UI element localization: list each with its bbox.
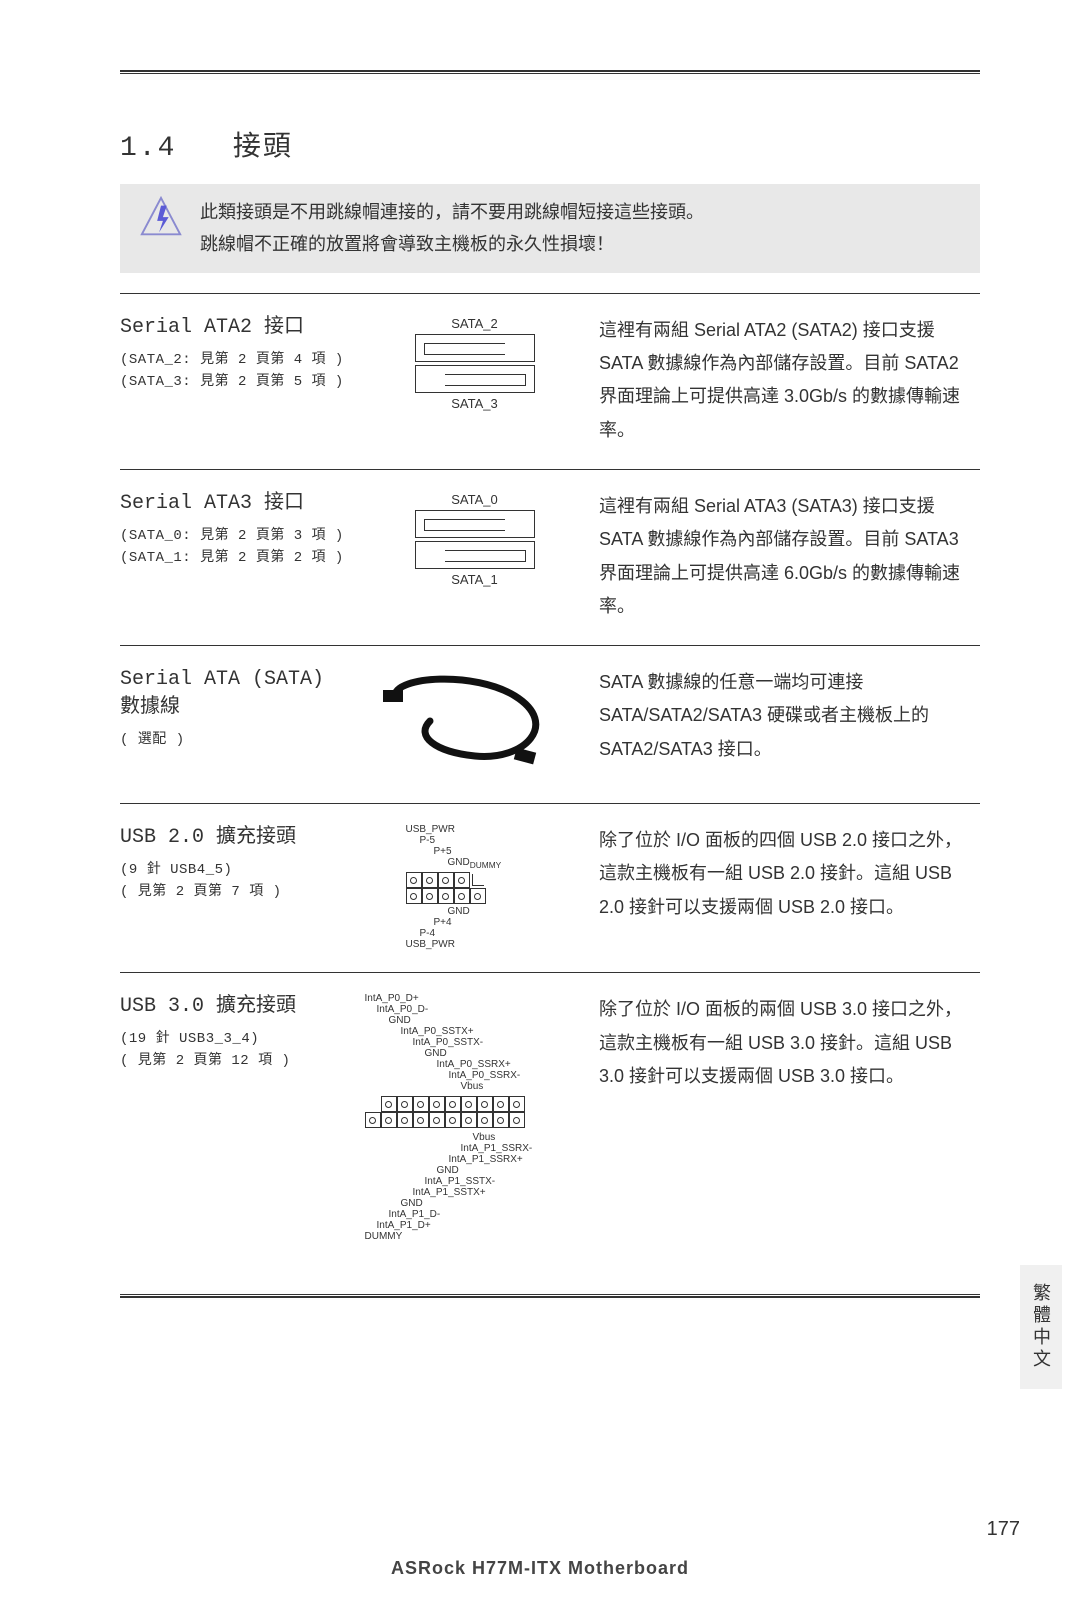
sata2-desc: 這裡有兩組 Serial ATA2 (SATA2) 接口支援 SATA 數據線作…	[599, 314, 980, 447]
header-block-usb2: USB 2.0 擴充接頭 (9 針 USB4_5) ( 見第 2 頁第 7 項 …	[120, 803, 980, 972]
sata2-top-label: SATA_2	[400, 316, 550, 331]
sata2-sub2: (SATA_3: 見第 2 頁第 5 項 )	[120, 370, 350, 390]
usb2-diagram: USB_PWR P-5 P+5 GNDDUMMY GND P+4 P-4 U	[380, 824, 570, 950]
header-block-sata2: Serial ATA2 接口 (SATA_2: 見第 2 頁第 4 項 ) (S…	[120, 293, 980, 469]
usb2-desc: 除了位於 I/O 面板的四個 USB 2.0 接口之外，這款主機板有一組 USB…	[599, 824, 980, 924]
usb2-bot-lbl-2: P-4	[406, 928, 570, 939]
usb3-desc: 除了位於 I/O 面板的兩個 USB 3.0 接口之外，這款主機板有一組 USB…	[599, 993, 980, 1093]
page-number: 177	[987, 1518, 1020, 1541]
sata-cable-icon	[375, 666, 575, 781]
usb2-bot-lbl-0: GND	[406, 906, 570, 917]
sata2-sub1: (SATA_2: 見第 2 頁第 4 項 )	[120, 348, 350, 368]
section-number: 1.4	[120, 133, 176, 164]
usb3-top-3: IntA_P0_SSTX+	[365, 1026, 585, 1037]
footer-text: ASRock H77M-ITX Motherboard	[391, 1558, 689, 1579]
usb2-bot-lbl-3: USB_PWR	[406, 939, 570, 950]
usb3-bot-2: IntA_P1_SSRX+	[365, 1154, 585, 1165]
sata2-bottom-label: SATA_3	[400, 396, 550, 411]
section-title-text: 接頭	[233, 133, 293, 164]
header-block-cable: Serial ATA (SATA) 數據線 ( 選配 ) SATA 數據線的任意…	[120, 645, 980, 803]
sata3-desc: 這裡有兩組 Serial ATA3 (SATA3) 接口支援 SATA 數據線作…	[599, 490, 980, 623]
sata3-sub2: (SATA_1: 見第 2 頁第 2 項 )	[120, 546, 350, 566]
usb3-bot-4: IntA_P1_SSTX-	[365, 1176, 585, 1187]
usb3-top-8: Vbus	[365, 1081, 585, 1092]
usb3-bot-9: DUMMY	[365, 1231, 585, 1242]
usb3-title: USB 3.0 擴充接頭	[120, 993, 350, 1021]
usb3-bot-5: IntA_P1_SSTX+	[365, 1187, 585, 1198]
top-rule	[120, 70, 980, 74]
lightning-icon	[138, 196, 184, 247]
sata3-top-label: SATA_0	[400, 492, 550, 507]
header-block-sata3: Serial ATA3 接口 (SATA_0: 見第 2 頁第 3 項 ) (S…	[120, 469, 980, 645]
usb3-bot-1: IntA_P1_SSRX-	[365, 1143, 585, 1154]
usb3-top-0: IntA_P0_D+	[365, 993, 585, 1004]
usb3-bot-7: IntA_P1_D-	[365, 1209, 585, 1220]
warning-line2: 跳線帽不正確的放置將會導致主機板的永久性損壞！	[200, 228, 704, 260]
sata3-title: Serial ATA3 接口	[120, 490, 350, 518]
sata3-bottom-label: SATA_1	[400, 572, 550, 587]
warning-line1: 此類接頭是不用跳線帽連接的，請不要用跳線帽短接這些接頭。	[200, 196, 704, 228]
usb3-top-7: IntA_P0_SSRX-	[365, 1070, 585, 1081]
usb3-top-6: IntA_P0_SSRX+	[365, 1059, 585, 1070]
usb2-top-lbl-2: P+5	[406, 846, 570, 857]
usb3-top-5: GND	[365, 1048, 585, 1059]
usb2-sub2: ( 見第 2 頁第 7 項 )	[120, 880, 350, 900]
usb3-bot-0: Vbus	[365, 1132, 585, 1143]
usb3-bot-3: GND	[365, 1165, 585, 1176]
language-side-tab: 繁體中文	[1020, 1265, 1062, 1389]
sata2-title: Serial ATA2 接口	[120, 314, 350, 342]
bottom-rule	[120, 1294, 980, 1298]
usb2-top-lbl-3: GNDDUMMY	[406, 857, 570, 870]
sata3-diagram: SATA_0 SATA_1	[400, 490, 550, 589]
usb3-diagram: IntA_P0_D+ IntA_P0_D- GND IntA_P0_SSTX+ …	[365, 993, 585, 1242]
usb3-top-1: IntA_P0_D-	[365, 1004, 585, 1015]
usb3-sub2: ( 見第 2 頁第 12 項 )	[120, 1049, 350, 1069]
usb3-bot-8: IntA_P1_D+	[365, 1220, 585, 1231]
usb3-top-4: IntA_P0_SSTX-	[365, 1037, 585, 1048]
sata3-port-bottom	[415, 541, 535, 569]
sata2-diagram: SATA_2 SATA_3	[400, 314, 550, 413]
warning-callout: 此類接頭是不用跳線帽連接的，請不要用跳線帽短接這些接頭。 跳線帽不正確的放置將會…	[120, 184, 980, 273]
cable-sub: ( 選配 )	[120, 728, 350, 748]
usb3-bot-6: GND	[365, 1198, 585, 1209]
usb2-title: USB 2.0 擴充接頭	[120, 824, 350, 852]
sata2-port-top	[415, 334, 535, 362]
usb3-sub1: (19 針 USB3_3_4)	[120, 1027, 350, 1047]
cable-title: Serial ATA (SATA) 數據線	[120, 666, 350, 722]
usb2-bot-lbl-1: P+4	[406, 917, 570, 928]
cable-desc: SATA 數據線的任意一端均可連接 SATA/SATA2/SATA3 硬碟或者主…	[599, 666, 980, 766]
usb3-top-2: GND	[365, 1015, 585, 1026]
sata3-sub1: (SATA_0: 見第 2 頁第 3 項 )	[120, 524, 350, 544]
usb2-top-lbl-0: USB_PWR	[406, 824, 570, 835]
section-heading: 1.4 接頭	[120, 124, 980, 164]
usb2-sub1: (9 針 USB4_5)	[120, 858, 350, 878]
usb2-top-lbl-1: P-5	[406, 835, 570, 846]
header-block-usb3: USB 3.0 擴充接頭 (19 針 USB3_3_4) ( 見第 2 頁第 1…	[120, 972, 980, 1264]
sata3-port-top	[415, 510, 535, 538]
warning-text: 此類接頭是不用跳線帽連接的，請不要用跳線帽短接這些接頭。 跳線帽不正確的放置將會…	[200, 196, 704, 261]
sata2-port-bottom	[415, 365, 535, 393]
